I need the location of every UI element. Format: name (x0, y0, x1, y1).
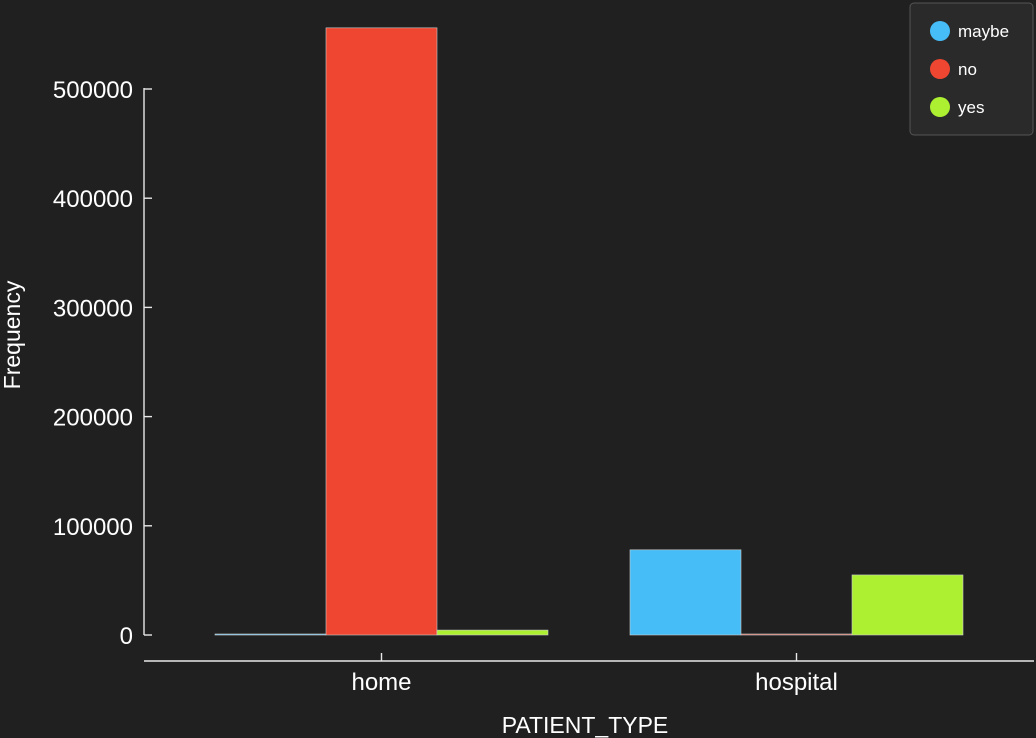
x-tick-label-home: home (351, 669, 411, 696)
bars (214, 27, 964, 636)
bar-home-no (325, 27, 438, 636)
legend-label-yes: yes (958, 98, 984, 117)
bar-home-yes (436, 629, 549, 636)
legend: maybe no yes (909, 2, 1034, 136)
x-axis-label: PATIENT_TYPE (502, 712, 669, 738)
bar-hospital-maybe (629, 549, 742, 636)
x-tick-label-hospital: hospital (755, 669, 838, 696)
legend-label-maybe: maybe (958, 22, 1009, 41)
bar-hospital-yes (851, 574, 964, 636)
x-ticks: home hospital (351, 653, 838, 696)
legend-swatch-no (930, 59, 950, 79)
y-axis-label: Frequency (0, 280, 25, 389)
y-ticks: 0 100000 200000 300000 400000 500000 (53, 77, 152, 650)
legend-swatch-yes (930, 97, 950, 117)
y-tick-label: 0 (120, 623, 133, 650)
y-tick-label: 500000 (53, 77, 133, 104)
y-tick-label: 400000 (53, 186, 133, 213)
legend-swatch-maybe (930, 21, 950, 41)
y-tick-label: 200000 (53, 405, 133, 432)
y-tick-label: 300000 (53, 295, 133, 322)
y-tick-label: 100000 (53, 514, 133, 541)
legend-label-no: no (958, 60, 977, 79)
bar-home-maybe (214, 633, 327, 636)
bar-hospital-no (740, 633, 853, 636)
